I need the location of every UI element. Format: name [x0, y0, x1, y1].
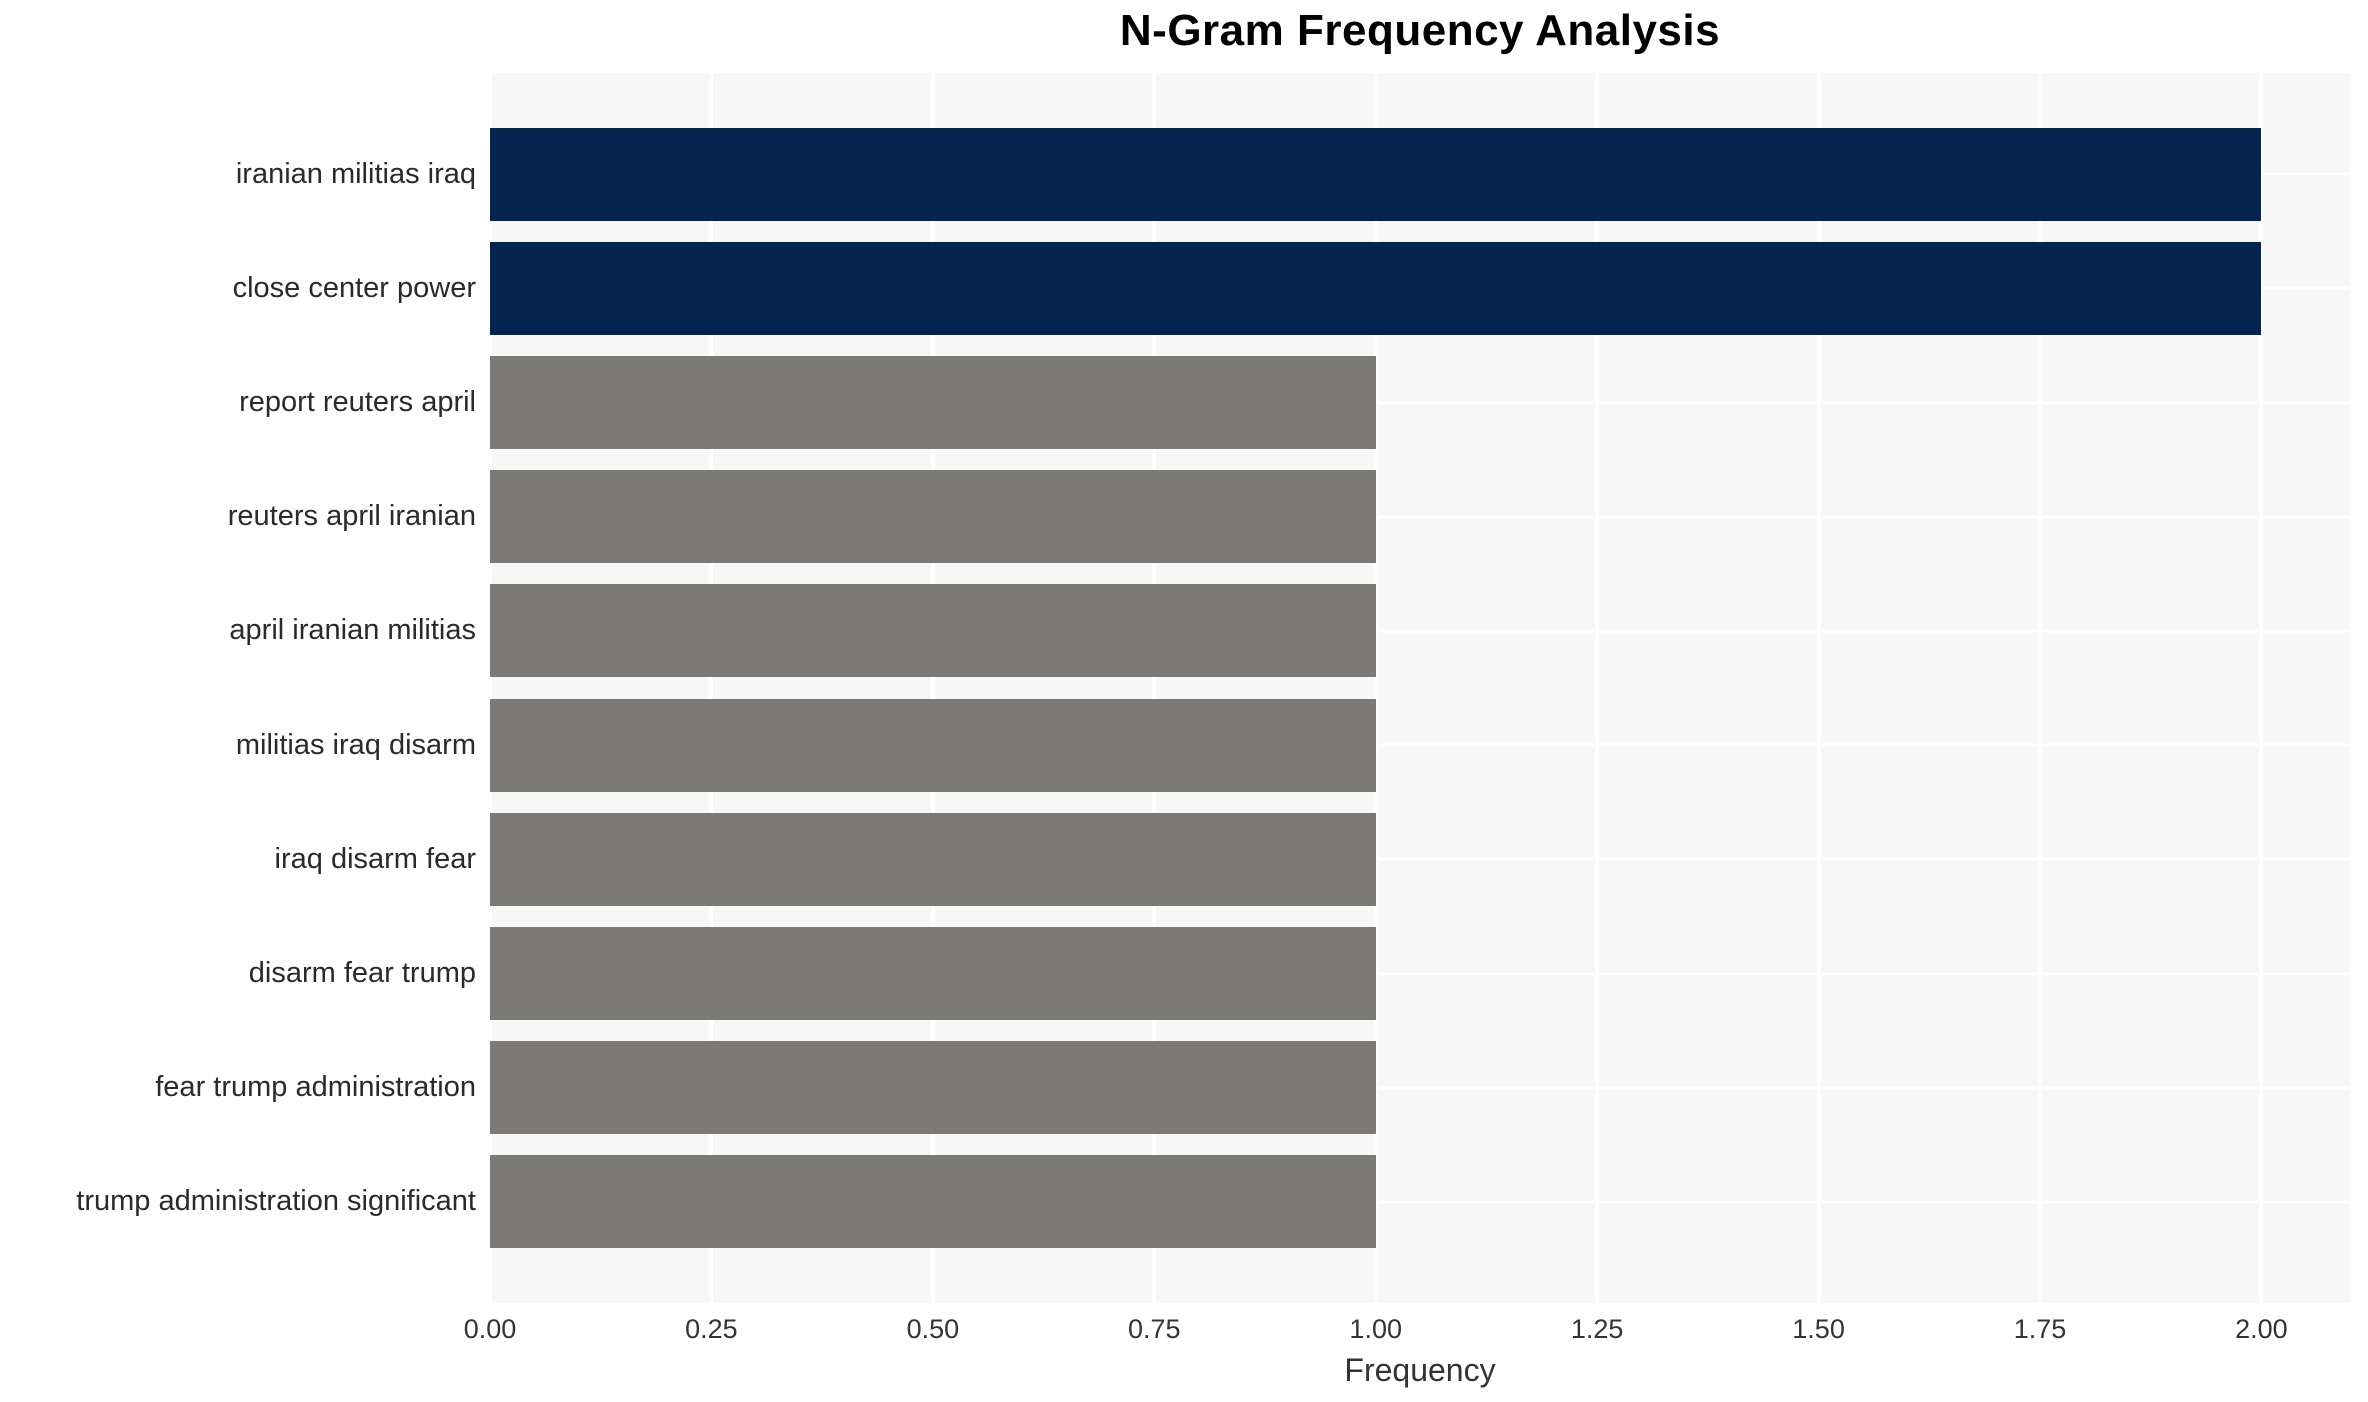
- x-axis-label: Frequency: [1344, 1352, 1496, 1388]
- bar: [490, 927, 1376, 1021]
- x-tick-label: 1.25: [1570, 1314, 1624, 1344]
- chart-row: trump administration significant: [76, 1145, 2350, 1259]
- x-tick-label: 1.00: [1349, 1314, 1402, 1344]
- vertical-gridline: [1152, 73, 1157, 1303]
- y-tick-label: trump administration significant: [76, 1185, 476, 1218]
- bar: [490, 1155, 1376, 1249]
- y-tick-label: militias iraq disarm: [235, 728, 476, 761]
- vertical-gridline: [1595, 73, 1600, 1303]
- bar: [490, 698, 1376, 792]
- horizontal-gridline: [490, 1086, 2350, 1090]
- vertical-gridline: [930, 73, 935, 1303]
- y-tick-label: iranian militias iraq: [235, 157, 476, 190]
- horizontal-gridline: [490, 515, 2350, 519]
- chart-row: militias iraq disarm: [236, 688, 2350, 802]
- bar: [490, 584, 1376, 678]
- bar: [490, 356, 1376, 449]
- y-tick-label: report reuters april: [239, 386, 476, 418]
- y-tick-label: disarm fear trump: [248, 957, 476, 990]
- vertical-gridline: [709, 73, 714, 1303]
- vertical-gridline: [490, 73, 492, 1303]
- bar: [490, 470, 1376, 564]
- vertical-gridline: [1816, 73, 1821, 1303]
- x-tick-label: 0.25: [685, 1314, 738, 1344]
- chart-row: report reuters april: [239, 345, 2350, 459]
- x-tick-label: 0.50: [906, 1314, 960, 1344]
- chart-title: N-Gram Frequency Analysis: [1119, 6, 1721, 55]
- x-tick-label: 2.00: [2235, 1314, 2288, 1344]
- y-tick-label: fear trump administration: [155, 1071, 476, 1104]
- horizontal-gridline: [490, 857, 2350, 861]
- x-tick-label: 1.75: [2013, 1314, 2067, 1344]
- chart-row: fear trump administration: [155, 1031, 2350, 1145]
- rows-container: iranian militias iraq close center power r…: [76, 117, 2350, 1259]
- horizontal-gridline: [490, 1200, 2350, 1204]
- chart-row: april iranian militias: [229, 574, 2350, 688]
- chart-row: iranian militias iraq: [236, 117, 2350, 231]
- horizontal-gridline: [490, 629, 2350, 633]
- bar: [490, 127, 2262, 221]
- chart-row: iraq disarm fear: [275, 802, 2350, 916]
- y-tick-label: reuters april iranian: [227, 500, 476, 533]
- x-tick-label: 0.75: [1128, 1314, 1181, 1344]
- y-tick-label: april iranian militias: [229, 614, 476, 647]
- vertical-gridline: [1373, 73, 1378, 1303]
- x-axis: 0.00 0.25 0.50 0.75 1.00 1.25 1.50 1.75 2.00: [464, 1314, 2350, 1354]
- bar: [490, 1041, 1376, 1135]
- bar: [490, 812, 1376, 906]
- chart-row: disarm fear trump: [249, 916, 2350, 1030]
- chart-row: reuters april iranian: [228, 460, 2350, 574]
- chart-row: close center power: [233, 231, 2350, 345]
- vertical-gridline: [2259, 73, 2264, 1303]
- x-tick-label: 1.50: [1792, 1314, 1845, 1344]
- y-tick-label: iraq disarm fear: [274, 842, 476, 875]
- horizontal-gridline: [490, 743, 2350, 747]
- x-tick-label: 0.00: [463, 1314, 517, 1344]
- y-tick-label: close center power: [232, 271, 476, 304]
- bar: [490, 241, 2262, 335]
- horizontal-gridline: [490, 401, 2350, 404]
- vertical-gridline: [2038, 73, 2042, 1303]
- horizontal-gridline: [490, 972, 2350, 975]
